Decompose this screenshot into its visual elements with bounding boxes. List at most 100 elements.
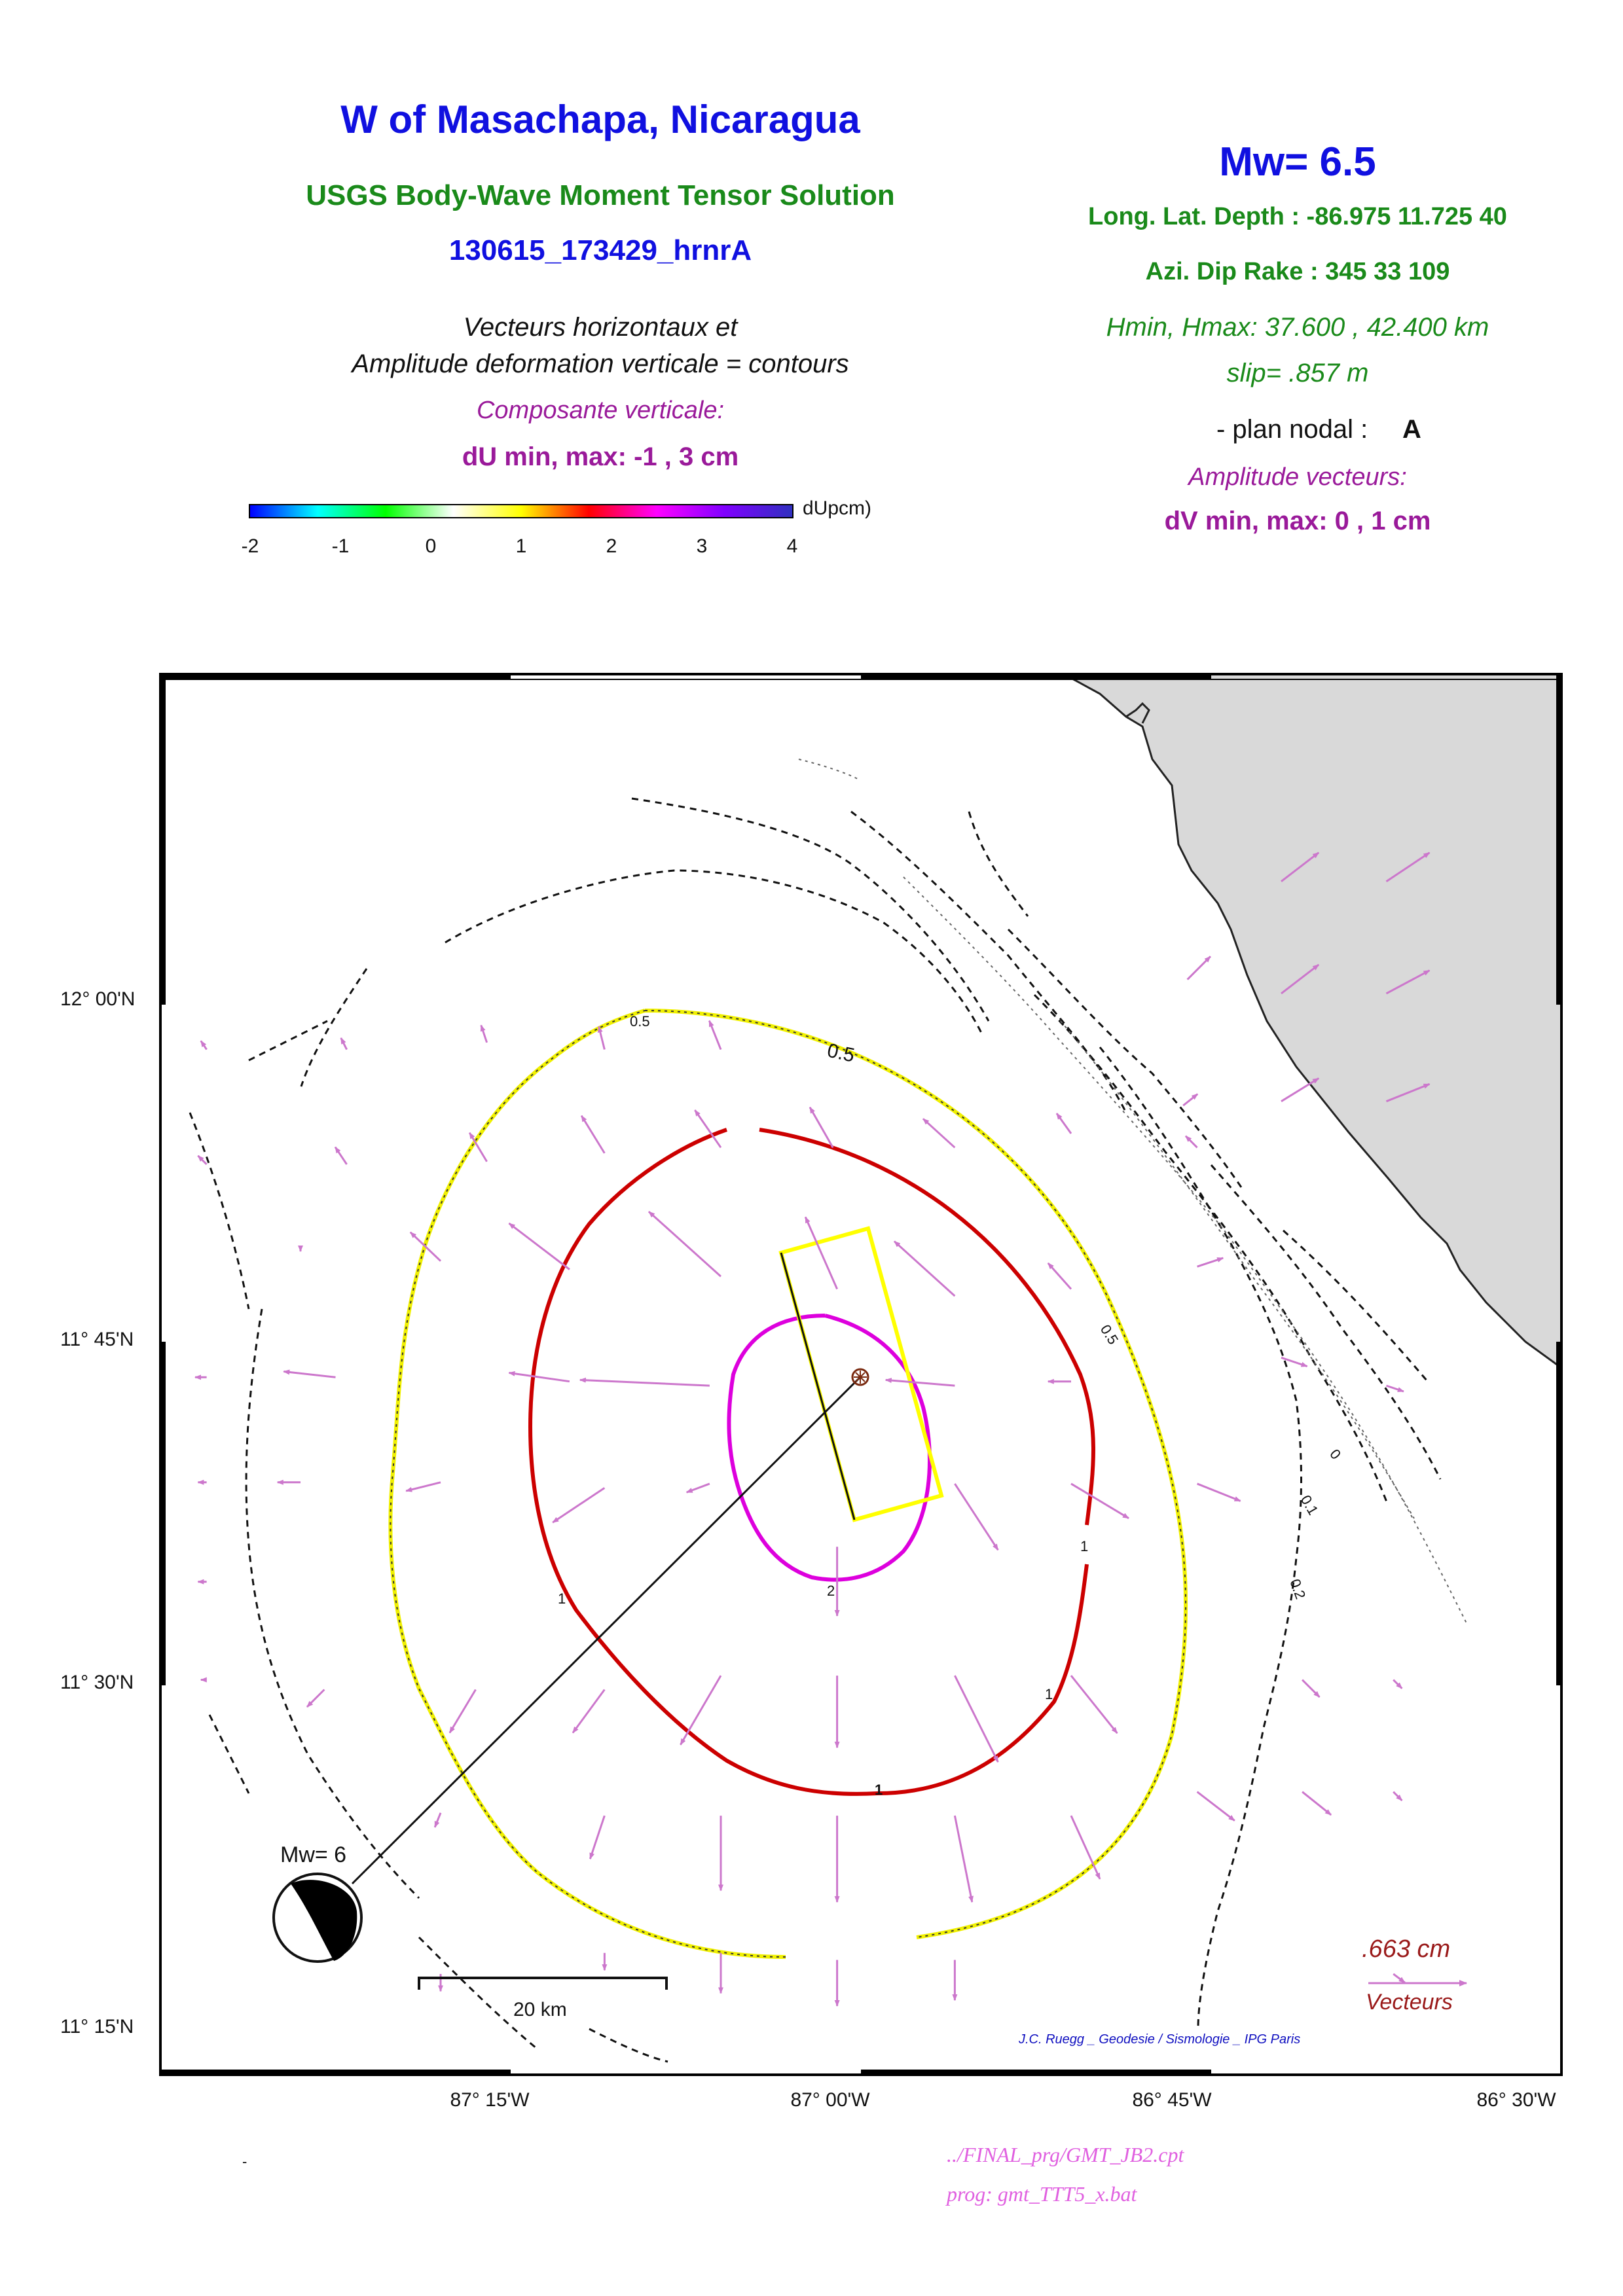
contour-label: 1	[875, 1782, 883, 1798]
contour-line	[1099, 1047, 1302, 2030]
displacement-vector	[197, 1155, 208, 1166]
displacement-vector	[552, 1487, 606, 1524]
lon-label: 87° 15'W	[450, 2089, 530, 2111]
displacement-vector	[953, 1815, 974, 1903]
displacement-vector	[1385, 969, 1431, 995]
fault-top-edge	[780, 1252, 856, 1520]
displacement-vector	[954, 1675, 999, 1763]
displacement-vector	[405, 1481, 441, 1492]
displacement-vector	[1070, 1482, 1129, 1520]
contour-label: 0.2	[1286, 1577, 1309, 1601]
displacement-vector	[708, 1020, 722, 1050]
displacement-vector	[1302, 1679, 1321, 1698]
displacement-vectors	[194, 852, 1431, 2007]
colorbar-tick: -1	[331, 535, 350, 557]
contour-line	[300, 968, 368, 1087]
colorbar	[249, 504, 793, 518]
contour-line	[798, 759, 858, 780]
slip: slip= .857 m	[1226, 359, 1369, 387]
plan-nodal-label: - plan nodal :	[1216, 415, 1368, 444]
displacement-vector	[884, 1378, 955, 1387]
contour-line	[208, 1714, 250, 1794]
contour-0.5	[388, 1009, 1188, 1959]
event-id: 130615_173429_hrnrA	[448, 234, 752, 266]
displacement-vector	[1393, 1791, 1403, 1801]
displacement-vector	[922, 1118, 956, 1149]
contour-line	[189, 1112, 250, 1310]
displacement-vector	[409, 1231, 442, 1262]
displacement-vector	[597, 1026, 606, 1050]
displacement-vector	[1385, 1083, 1431, 1103]
displacement-vector	[1393, 1973, 1406, 1984]
displacement-vector	[1182, 1093, 1199, 1107]
contour-line	[1033, 994, 1389, 1506]
lat-label: 11° 15'N	[60, 2016, 134, 2037]
colorbar-tick: 4	[786, 535, 798, 557]
distance-scale-label: 20 km	[513, 1999, 567, 2020]
contour-line	[1060, 1020, 1415, 1519]
displacement-vector	[589, 1815, 606, 1860]
displacement-vector	[809, 1106, 834, 1149]
solution-subtitle: USGS Body-Wave Moment Tensor Solution	[306, 179, 895, 211]
epicenter-star	[854, 1371, 867, 1384]
colorbar-tick: -2	[241, 535, 259, 557]
displacement-vector	[334, 1146, 348, 1165]
displacement-vector	[1281, 963, 1320, 995]
displacement-vector	[685, 1482, 710, 1494]
lat-label: 12° 00'N	[60, 988, 136, 1010]
contour-label: 2	[827, 1583, 835, 1599]
map-title: W of Masachapa, Nicaragua	[340, 98, 860, 141]
contour-line	[968, 811, 1029, 917]
mechanism: Azi. Dip Rake : 345 33 109	[1145, 258, 1450, 285]
displacement-vector	[508, 1371, 570, 1383]
fault-rectangle	[778, 1226, 944, 1522]
contour-line	[903, 876, 1467, 1624]
contour-0.5-dash	[390, 1010, 1187, 1958]
du-range: dU min, max: -1 , 3 cm	[462, 442, 739, 471]
hmin-hmax: Hmin, Hmax: 37.600 , 42.400 km	[1106, 313, 1489, 342]
script-file: prog: gmt_TTT5_x.bat	[947, 2182, 1137, 2206]
lon-label: 86° 45'W	[1132, 2089, 1212, 2111]
vector-scale-label: Vecteurs	[1366, 1990, 1453, 2015]
magnitude: Mw= 6.5	[1219, 139, 1376, 185]
displacement-vector	[1186, 956, 1211, 980]
colorbar-tick: 1	[515, 535, 527, 557]
vector-scale-value: .663 cm	[1362, 1935, 1450, 1963]
displacement-vector	[1281, 1356, 1308, 1367]
displacement-vector	[1070, 1815, 1101, 1880]
displacement-vector	[680, 1675, 722, 1746]
displacement-vector	[433, 1812, 442, 1828]
beachball-compression	[291, 1880, 357, 1961]
contour-label: 0.5	[826, 1040, 857, 1067]
colorbar-tick: 2	[606, 535, 617, 557]
displacement-vector	[893, 1240, 956, 1297]
displacement-vector	[580, 1115, 606, 1154]
displacement-vector	[480, 1024, 488, 1043]
contour-2	[727, 1314, 932, 1582]
footer-dash: -	[242, 2153, 247, 2170]
contour-line	[418, 1936, 538, 2050]
description-line-2: Amplitude deformation verticale = contou…	[352, 350, 849, 378]
credit: J.C. Ruegg _ Geodesie / Sismologie _ IPG…	[1018, 2032, 1300, 2047]
vector-amplitude-label: Amplitude vecteurs:	[1188, 463, 1407, 491]
displacement-vector	[1070, 1675, 1118, 1734]
displacement-vector	[1197, 1257, 1224, 1268]
displacement-vector	[1281, 1077, 1320, 1102]
plan-nodal-value: A	[1402, 415, 1421, 444]
location-depth: Long. Lat. Depth : -86.975 11.725 40	[1088, 203, 1507, 230]
displacement-vector	[340, 1037, 348, 1050]
contour-label: 1	[1080, 1538, 1088, 1554]
lat-label: 11° 45'N	[60, 1329, 134, 1350]
cpt-file: ../FINAL_prg/GMT_JB2.cpt	[947, 2143, 1184, 2166]
displacement-vector	[1281, 852, 1320, 882]
contour-1	[528, 1128, 1095, 1796]
contour-line	[589, 2028, 668, 2063]
displacement-vector	[579, 1377, 710, 1387]
displacement-vector	[306, 1689, 325, 1708]
displacement-vector	[1393, 1679, 1403, 1689]
displacement-vector	[1385, 852, 1431, 882]
contour-line	[631, 797, 990, 1022]
contour-label: 1	[1045, 1686, 1053, 1702]
beachball-label: Mw= 6	[280, 1842, 346, 1867]
